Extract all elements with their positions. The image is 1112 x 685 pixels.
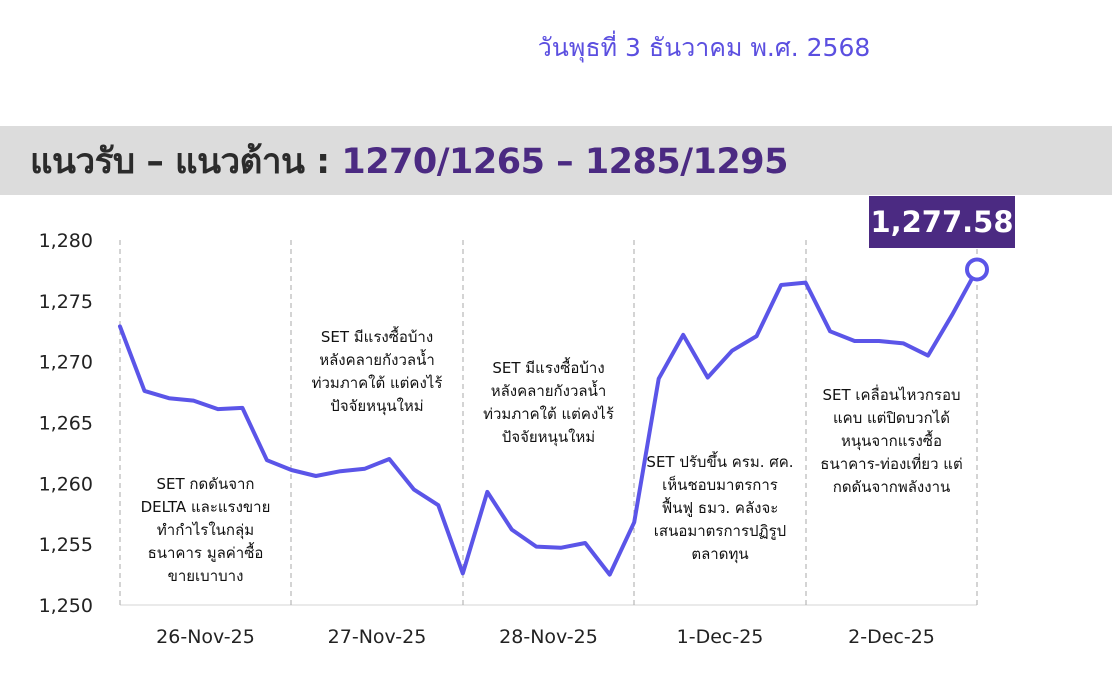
annotation-line: ธนาคาร มูลค่าซื้อ	[147, 544, 264, 562]
report-date: วันพุธที่ 3 ธันวาคม พ.ศ. 2568	[537, 33, 871, 62]
annotation-line: SET ปรับขึ้น ครม. ศค.	[646, 453, 794, 471]
x-tick-label: 1-Dec-25	[677, 626, 764, 648]
annotation-line: หนุนจากแรงซื้อ	[841, 432, 942, 450]
x-tick-label: 2-Dec-25	[848, 626, 935, 648]
y-tick-label: 1,265	[39, 413, 93, 435]
y-tick-label: 1,250	[39, 595, 93, 617]
y-tick-label: 1,275	[39, 291, 93, 313]
x-tick-label: 28-Nov-25	[499, 626, 598, 648]
last-point-marker	[965, 257, 989, 282]
title-prefix: แนวรับ – แนวต้าน :	[30, 142, 342, 182]
annotation-line: เสนอมาตรการปฏิรูป	[653, 522, 787, 540]
annotation-line: DELTA และแรงขาย	[140, 498, 271, 516]
annotation-line: เห็นชอบมาตรการ	[662, 476, 778, 494]
annotation-line: SET กดดันจาก	[156, 475, 255, 493]
annotation-line: SET เคลื่อนไหวกรอบ	[822, 386, 961, 404]
support-resistance-title: แนวรับ – แนวต้าน : 1270/1265 – 1285/1295	[30, 134, 788, 189]
y-tick-label: 1,260	[39, 473, 93, 495]
annotation-line: หลังคลายกังวลน้ำ	[319, 351, 435, 369]
annotation-28-Nov-25: SET มีแรงซื้อบ้างหลังคลายกังวลน้ำท่วมภาค…	[469, 357, 629, 449]
annotation-2-Dec-25: SET เคลื่อนไหวกรอบแคบ แต่ปิดบวกได้หนุนจา…	[812, 384, 972, 499]
annotation-27-Nov-25: SET มีแรงซื้อบ้างหลังคลายกังวลน้ำท่วมภาค…	[297, 326, 457, 418]
y-tick-label: 1,280	[39, 230, 93, 252]
annotation-line: กดดันจากพลังงาน	[832, 478, 951, 496]
annotation-line: ธนาคาร-ท่องเที่ยว แต่	[820, 455, 963, 473]
annotation-line: ท่วมภาคใต้ แต่คงไร้	[483, 405, 614, 423]
annotation-1-Dec-25: SET ปรับขึ้น ครม. ศค. เห็นชอบมาตรการฟื้นฟ…	[640, 451, 800, 566]
annotation-line: ฟื้นฟู ธมว. คลังจะ	[661, 499, 779, 517]
annotation-line: ปัจจัยหนุนใหม่	[330, 397, 424, 415]
x-tick-label: 26-Nov-25	[156, 626, 255, 648]
x-tick-label: 27-Nov-25	[328, 626, 427, 648]
annotation-26-Nov-25: SET กดดันจาก DELTA และแรงขายทำกำไรในกลุ่ม…	[126, 473, 286, 588]
annotation-line: ท่วมภาคใต้ แต่คงไร้	[311, 374, 443, 392]
y-tick-label: 1,255	[39, 534, 93, 556]
support-resistance-levels: 1270/1265 – 1285/1295	[341, 142, 788, 182]
y-tick-label: 1,270	[39, 352, 93, 374]
annotation-line: ตลาดทุน	[691, 545, 749, 563]
annotation-line: ทำกำไรในกลุ่ม	[156, 521, 255, 539]
set-index-line	[118, 267, 979, 577]
annotation-line: หลังคลายกังวลน้ำ	[490, 382, 607, 400]
annotation-line: SET มีแรงซื้อบ้าง	[320, 328, 434, 346]
support-resistance-banner: แนวรับ – แนวต้าน : 1270/1265 – 1285/1295	[0, 126, 1112, 195]
annotation-line: ปัจจัยหนุนใหม่	[501, 428, 596, 446]
annotation-line: SET มีแรงซื้อบ้าง	[492, 359, 605, 377]
annotation-line: ขายเบาบาง	[167, 567, 244, 585]
annotation-line: แคบ แต่ปิดบวกได้	[833, 409, 950, 427]
last-value-badge: 1,277.58	[869, 196, 1015, 248]
